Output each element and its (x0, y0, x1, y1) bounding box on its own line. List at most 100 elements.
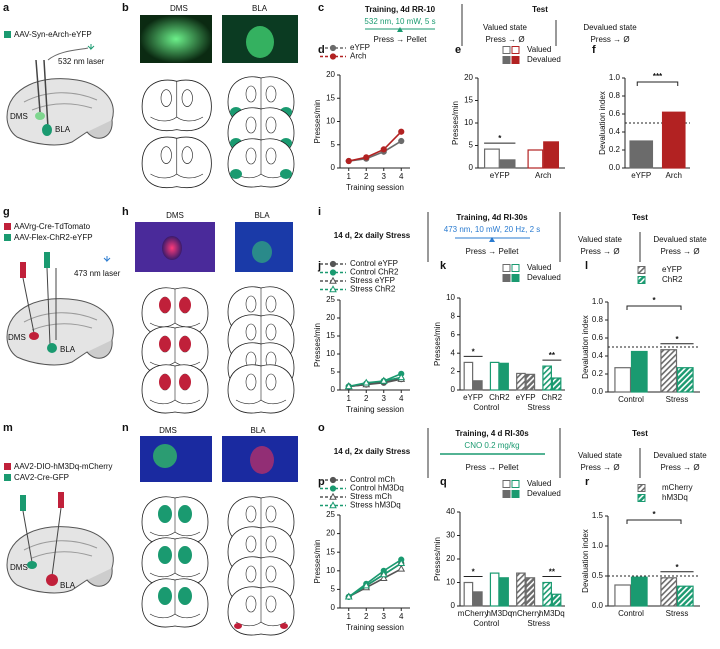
x-axis-label: Training session (346, 405, 404, 414)
y-tick-label: 10 (464, 118, 473, 127)
syringe (20, 495, 26, 511)
group-label: Stress (527, 619, 550, 628)
x-tick-label: 4 (399, 394, 404, 403)
laser-icon (103, 256, 111, 263)
x-tick-label: 3 (382, 612, 387, 621)
y-tick-label: 25 (326, 510, 335, 519)
bar (527, 149, 544, 169)
bar (542, 581, 552, 607)
y-tick-label: 0.5 (592, 571, 604, 580)
test-title: Test (632, 213, 648, 222)
legend-swatch (502, 264, 511, 272)
y-axis-label: Devaluation index (581, 315, 590, 379)
y-tick-label: 0 (331, 163, 336, 172)
legend-label: eYFP (662, 265, 682, 274)
series-line (348, 378, 402, 388)
y-tick-label: 0 (331, 385, 336, 394)
significance: * (498, 134, 502, 143)
chart: d 0 5 10 15 20 Presses/min 1 2 3 4 Training session… (313, 43, 410, 192)
image-label: DMS (159, 426, 177, 435)
virus-swatch (4, 234, 11, 241)
training-title: Training, 4d RI-30s (456, 213, 528, 222)
significance: * (675, 335, 679, 344)
y-tick-label: 0.0 (592, 601, 604, 610)
devalued-state: Devalued state (653, 451, 707, 460)
histology-image (140, 15, 212, 63)
marker (329, 269, 337, 276)
group-label: Stress (527, 403, 550, 412)
laser-icon (87, 44, 95, 51)
bar (676, 585, 694, 607)
legend-swatch (511, 56, 520, 64)
bar (661, 111, 686, 169)
y-tick-label: 0.0 (609, 163, 621, 172)
x-axis-label: Training session (346, 183, 404, 192)
bar (463, 581, 474, 607)
virus-label: AAV-Flex-ChR2-eYFP (14, 233, 93, 242)
y-tick-label: 10 (446, 578, 455, 587)
group-label: Control (473, 619, 499, 628)
y-axis-label: Presses/min (313, 539, 322, 583)
marker (329, 53, 337, 60)
series-line (348, 140, 402, 162)
legend-label: eYFP (350, 43, 370, 52)
y-tick-label: 20 (326, 529, 335, 538)
bar (614, 584, 632, 607)
x-tick-label: eYFP (490, 171, 510, 180)
significance: * (472, 348, 476, 357)
injection-site (46, 574, 58, 586)
marker (397, 373, 406, 381)
y-tick-label: 0 (469, 163, 474, 172)
bar (473, 591, 483, 607)
bar (525, 373, 536, 391)
legend-swatch (502, 490, 511, 498)
y-tick-label: 0.2 (609, 145, 621, 154)
group-label: Control (473, 403, 499, 412)
bar (660, 349, 678, 393)
coronal-section (227, 364, 295, 414)
y-tick-label: 10 (446, 293, 455, 302)
stress-label: 14 d, 2x daily Stress (334, 231, 411, 240)
x-tick-label: 1 (347, 172, 352, 181)
bar (499, 159, 516, 169)
significance: * (472, 568, 476, 577)
x-tick-label: Arch (666, 171, 682, 180)
legend-swatch (637, 276, 646, 284)
injection-site (27, 561, 37, 569)
panel-letter: p (318, 476, 325, 488)
bar (499, 577, 509, 607)
image-label: DMS (170, 4, 188, 13)
legend-swatch (511, 490, 520, 498)
x-tick-label: mCherry (458, 609, 489, 618)
brain-schematic (6, 298, 114, 366)
bar (463, 361, 474, 391)
y-tick-label: 15 (326, 93, 335, 102)
virus-label: CAV2-Cre-GFP (14, 473, 69, 482)
y-tick-label: 40 (446, 507, 455, 516)
legend-swatch (511, 480, 520, 488)
legend-label: Stress hM3Dq (350, 501, 401, 510)
expression (246, 26, 274, 58)
bar (614, 367, 632, 393)
y-tick-label: 25 (326, 295, 335, 304)
coronal-section (141, 496, 209, 546)
bar (489, 361, 500, 391)
panel-letter: k (440, 260, 447, 272)
bar (516, 372, 526, 391)
virus-swatch (4, 31, 11, 38)
panel-letter: q (440, 476, 447, 488)
y-tick-label: 1.0 (609, 73, 621, 82)
legend-label: Devalued (527, 273, 561, 282)
needle (22, 267, 57, 346)
bar (551, 377, 562, 391)
coronal-section (227, 138, 295, 188)
legend-swatch (502, 274, 511, 282)
panel-letter: r (585, 476, 590, 488)
legend-label: Control eYFP (350, 259, 398, 268)
marker (379, 570, 388, 578)
x-tick-label: 2 (364, 612, 369, 621)
injection-site (29, 332, 39, 340)
y-tick-label: 8 (451, 312, 456, 321)
bar (499, 362, 509, 391)
